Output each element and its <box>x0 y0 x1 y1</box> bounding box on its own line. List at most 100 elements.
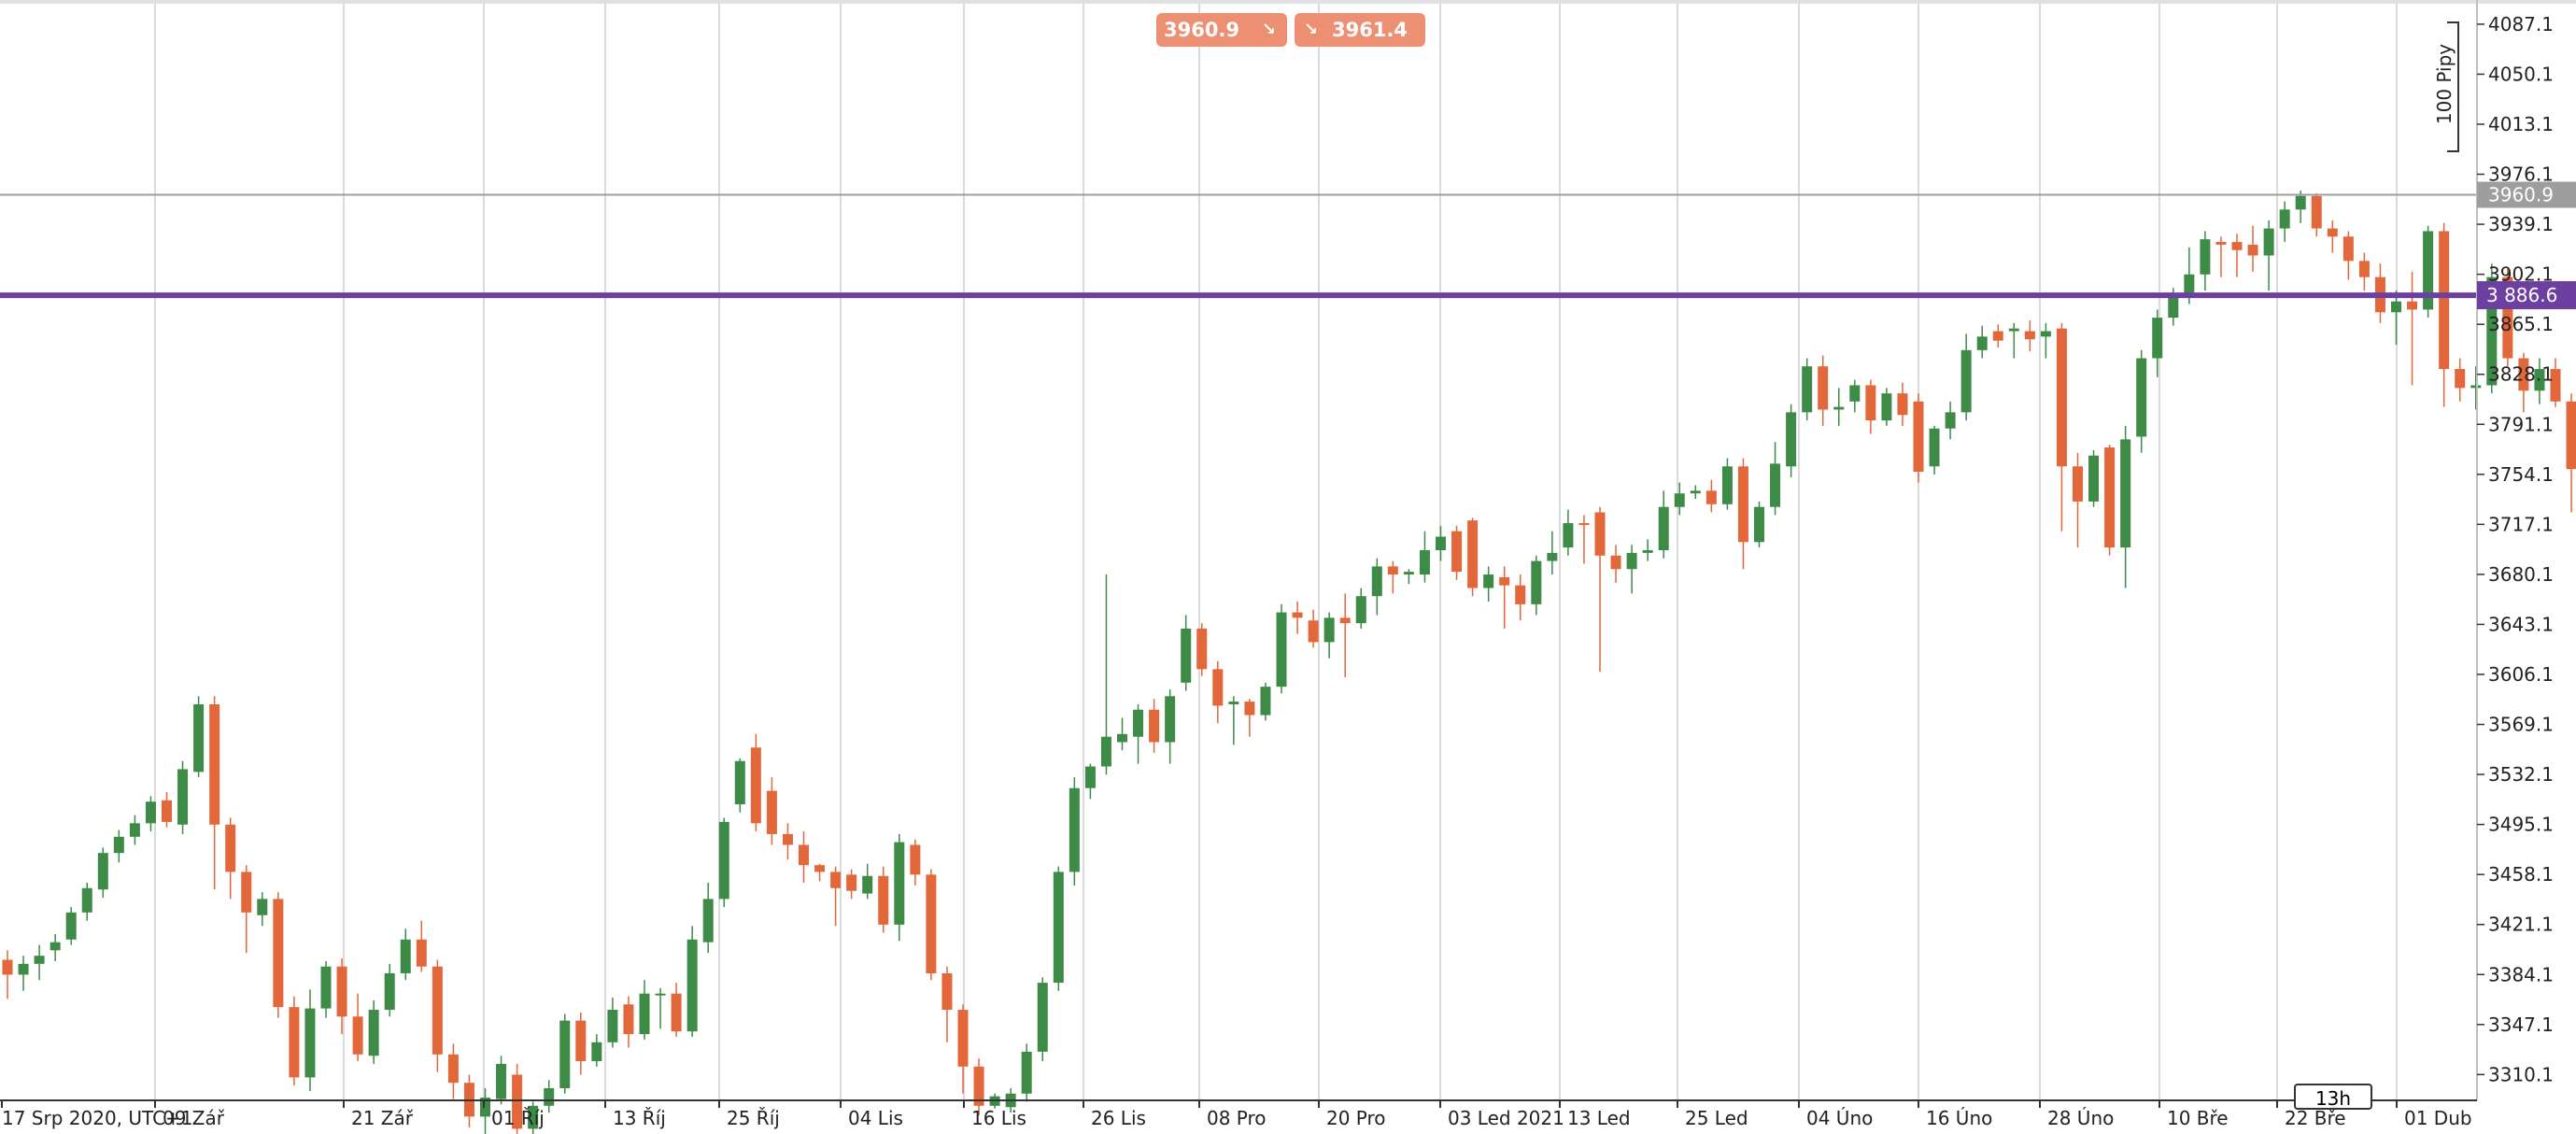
candle <box>432 959 443 1072</box>
candle <box>1563 509 1574 556</box>
candle-body <box>2455 369 2466 389</box>
candle <box>1133 703 1144 764</box>
candle <box>1515 574 1526 621</box>
hline-price-tag[interactable]: 3 886.6 <box>2477 281 2576 310</box>
candle <box>2279 201 2290 243</box>
candle-body <box>2056 328 2067 467</box>
candle-body <box>1181 628 1192 683</box>
candle-body <box>257 899 268 915</box>
candle-body <box>400 939 411 973</box>
sell-quote-button[interactable]: 3960.9 ↘ <box>1156 13 1287 47</box>
candle <box>1084 763 1096 800</box>
hline-price-tag-bg <box>2477 281 2576 310</box>
candle <box>910 839 921 886</box>
candle <box>1339 593 1351 678</box>
candle-body <box>1594 512 1606 556</box>
candle <box>846 869 857 900</box>
candle <box>575 1012 587 1075</box>
candle-body <box>2566 401 2576 470</box>
candle-body <box>575 1020 587 1062</box>
candle <box>1451 525 1463 580</box>
candle <box>400 928 411 981</box>
candle <box>2295 191 2306 223</box>
candle-body <box>81 887 92 913</box>
price-tick-label: 3347.1 <box>2488 1014 2554 1036</box>
top-border <box>0 0 2576 4</box>
candle-body <box>1021 1051 1032 1094</box>
candle-body <box>1084 766 1096 788</box>
candle-body <box>1515 585 1526 604</box>
candle <box>2247 225 2258 272</box>
candle <box>177 760 189 834</box>
candle <box>1674 482 1685 516</box>
candle <box>209 696 220 890</box>
current-price-tag: 3960.9 <box>2477 181 2576 208</box>
candle-body <box>1308 620 1319 643</box>
candle <box>496 1056 507 1105</box>
time-tick-label: 04 Úno <box>1806 1107 1873 1129</box>
candle-body <box>1976 336 1988 350</box>
time-tick-label: 03 Led 2021 <box>1448 1107 1564 1129</box>
buy-quote-button[interactable]: ↘ 3961.4 <box>1295 13 1425 47</box>
candle-body <box>34 956 45 964</box>
candle <box>1100 574 1111 775</box>
candles <box>2 191 2576 1134</box>
candle-body <box>320 966 332 1009</box>
candle-body <box>1802 366 1813 413</box>
candle-body <box>1419 550 1430 575</box>
candle-body <box>941 972 953 1011</box>
candle-body <box>544 1087 555 1106</box>
candle-body <box>623 1004 634 1035</box>
candle <box>1754 501 1764 548</box>
price-axis: 4087.14050.14013.13976.13939.13902.13865… <box>2477 13 2554 1085</box>
candle-body <box>512 1074 523 1129</box>
candle-body <box>718 821 729 900</box>
candle-body <box>2423 231 2434 310</box>
time-tick-label: 17 Srp 2020, UTC+1 <box>2 1107 193 1129</box>
candle-body <box>2342 236 2354 262</box>
candle-body <box>1053 872 1064 984</box>
candle <box>1483 566 1494 602</box>
candle-body <box>1992 331 2003 341</box>
candle-body <box>2279 209 2290 229</box>
price-tick-label: 3384.1 <box>2488 963 2554 985</box>
time-tick-label: 28 Úno <box>2047 1107 2114 1129</box>
candle <box>1037 977 1048 1062</box>
candle <box>528 1101 539 1134</box>
candle <box>512 1063 523 1134</box>
price-tick-label: 3791.1 <box>2488 413 2554 435</box>
candle <box>1165 689 1176 764</box>
time-tick-label: 13 Říj <box>613 1107 666 1129</box>
time-tick-label: 21 Zář <box>351 1107 414 1129</box>
candle <box>830 866 842 927</box>
candle-body <box>1945 412 1956 429</box>
candle <box>1276 603 1287 694</box>
candle <box>926 869 937 981</box>
pip-scale-label: 100 Pipy <box>2433 44 2456 124</box>
candle <box>1308 609 1319 648</box>
candle <box>973 1058 984 1115</box>
candle <box>2040 322 2051 359</box>
candle <box>1610 545 1621 583</box>
candle <box>2 950 13 999</box>
candle <box>1992 324 2003 347</box>
candle <box>655 987 666 1029</box>
candle-body <box>1451 531 1463 573</box>
price-tick-label: 3717.1 <box>2488 513 2554 535</box>
candle <box>304 989 316 1091</box>
candle <box>2470 366 2482 410</box>
candle-body <box>926 874 937 973</box>
candle-body <box>2 959 13 975</box>
candle-body <box>289 1007 300 1078</box>
candle-body <box>1897 393 1908 416</box>
price-tick-label: 3310.1 <box>2488 1063 2554 1085</box>
candle-body <box>1483 574 1494 588</box>
time-tick-label: 01 Říj <box>491 1107 545 1129</box>
candle <box>1196 623 1208 676</box>
timeframe-badge[interactable]: 13h <box>2294 1084 2372 1110</box>
price-tick-label: 3606.1 <box>2488 663 2554 686</box>
candle <box>2566 393 2576 513</box>
candle <box>384 963 395 1017</box>
buy-arrow-icon: ↘ <box>1304 20 1319 39</box>
